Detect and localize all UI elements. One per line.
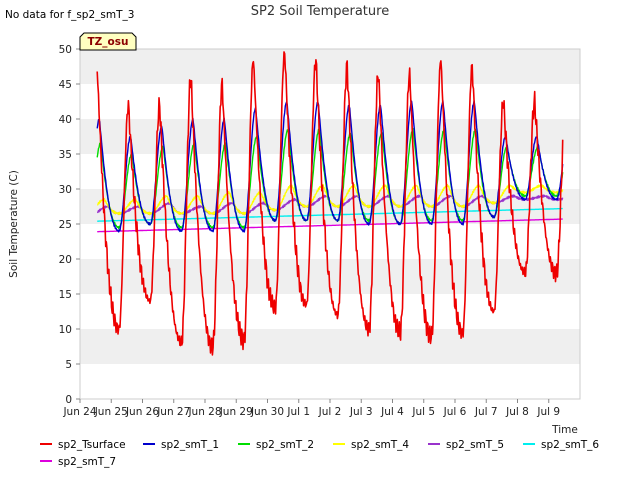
x-tick-label: Jun 25 <box>94 406 128 418</box>
y-tick-label: 30 <box>59 184 72 196</box>
x-tick-label: Jul 6 <box>443 406 467 418</box>
x-tick-label: Jun 26 <box>125 406 159 418</box>
x-tick-label: Jul 5 <box>411 406 435 418</box>
x-tick-label: Jun 29 <box>219 406 253 418</box>
y-tick-label: 25 <box>59 219 72 231</box>
y-tick-label: 15 <box>59 289 72 301</box>
tz-badge: TZ_osu <box>79 32 137 51</box>
y-tick-label: 5 <box>65 359 72 371</box>
y-tick-label: 45 <box>59 79 72 91</box>
legend-label: sp2_smT_7 <box>58 456 116 468</box>
legend-label: sp2_Tsurface <box>58 439 126 451</box>
legend-label: sp2_smT_4 <box>351 439 409 451</box>
x-tick-label: Jul 4 <box>380 406 404 418</box>
y-tick-label: 0 <box>65 394 72 406</box>
y-axis: 0 5 10 15 20 25 30 35 40 45 50 <box>59 44 80 406</box>
badge-label: TZ_osu <box>88 36 129 48</box>
no-data-note: No data for f_sp2_smT_3 <box>5 9 134 21</box>
y-tick-label: 35 <box>59 149 72 161</box>
legend-label: sp2_smT_5 <box>446 439 504 451</box>
series-line-sp2-smT-7 <box>97 218 563 233</box>
x-tick-label: Jun 24 <box>62 406 96 418</box>
grid-band <box>80 329 580 364</box>
y-tick-label: 20 <box>59 254 72 266</box>
x-tick-label: Jun 28 <box>187 406 221 418</box>
x-tick-label: Jul 3 <box>349 406 373 418</box>
badge-shape <box>79 32 137 51</box>
x-tick-label: Jul 9 <box>536 406 560 418</box>
grid-band <box>80 49 580 84</box>
x-tick-label: Jul 2 <box>318 406 342 418</box>
legend-label: sp2_smT_1 <box>161 439 219 451</box>
series-line-sp2-smT-1 <box>96 99 564 233</box>
y-tick-label: 40 <box>59 114 72 126</box>
x-axis-label: Time <box>551 424 578 436</box>
series-lines <box>96 51 564 356</box>
x-tick-label: Jul 1 <box>286 406 310 418</box>
x-tick-label: Jul 8 <box>505 406 529 418</box>
y-tick-label: 50 <box>59 44 72 56</box>
x-tick-label: Jun 27 <box>156 406 190 418</box>
legend-label: sp2_smT_2 <box>256 439 314 451</box>
y-axis-label: Soil Temperature (C) <box>8 170 20 278</box>
series-line-sp2-Tsurface <box>96 51 564 356</box>
y-tick-label: 10 <box>59 324 72 336</box>
legend-label: sp2_smT_6 <box>541 439 599 451</box>
legend: sp2_Tsurface sp2_smT_1 sp2_smT_2 sp2_smT_4 s… <box>40 439 599 468</box>
chart-title: SP2 Soil Temperature <box>251 4 389 19</box>
x-tick-label: Jun 30 <box>250 406 284 418</box>
x-tick-label: Jul 7 <box>474 406 498 418</box>
